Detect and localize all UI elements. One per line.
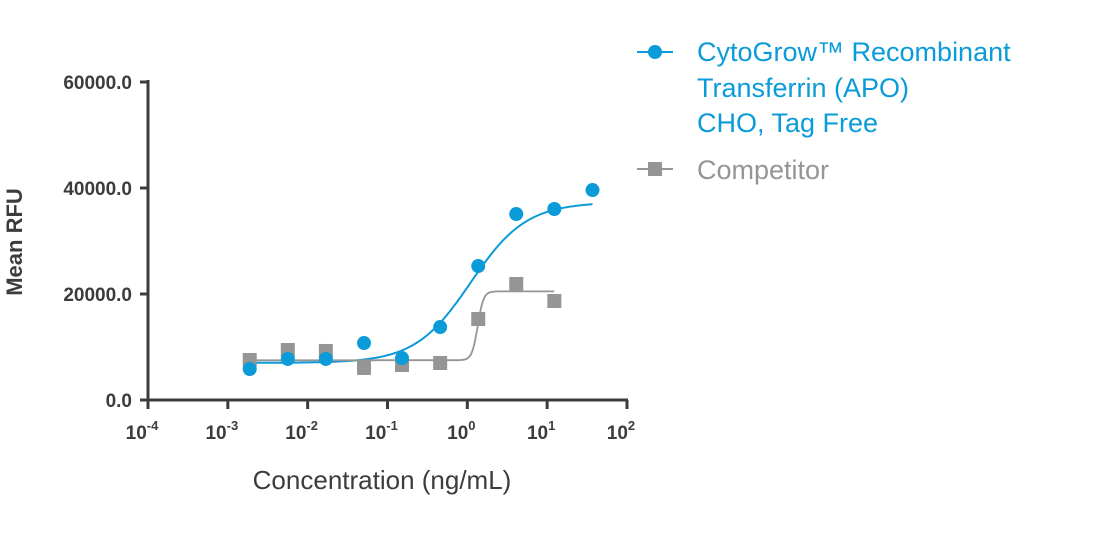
- cytogrow-data-point: [318, 351, 333, 366]
- x-tick-base: 10: [607, 423, 628, 444]
- y-axis-label: Mean RFU: [2, 188, 27, 296]
- cytogrow-data-point: [357, 336, 372, 351]
- y-tick-label: 60000.0: [63, 73, 132, 94]
- cytogrow-fit-curve: [249, 203, 593, 364]
- x-tick-label: 100: [447, 418, 475, 444]
- competitor-data-point: [433, 356, 448, 371]
- y-tick-label: 20000.0: [63, 285, 132, 306]
- x-tick-label: 10-2: [285, 418, 318, 444]
- x-tick-label: 10-1: [365, 418, 398, 444]
- legend-label-competitor: Competitor: [697, 155, 829, 185]
- cytogrow-data-point: [242, 361, 257, 376]
- axes: [146, 80, 628, 402]
- cytogrow-data-point: [585, 183, 600, 198]
- competitor-data-point: [509, 276, 524, 291]
- legend-marker-square: [648, 162, 662, 176]
- x-tick-exponent: 0: [468, 418, 475, 433]
- x-tick-label: 10-3: [205, 418, 238, 444]
- y-tick-label: 40000.0: [63, 179, 132, 200]
- x-tick-exponent: -4: [147, 418, 159, 433]
- cytogrow-data-point: [395, 351, 410, 366]
- x-tick-label: 10-4: [126, 418, 159, 444]
- x-tick-base: 10: [285, 423, 306, 444]
- legend-label-cytogrow-line2: Transferrin (APO): [697, 73, 909, 103]
- x-tick-label: 102: [607, 418, 635, 444]
- x-tick-exponent: -3: [227, 418, 239, 433]
- x-axis-label: Concentration (ng/mL): [253, 465, 512, 495]
- cytogrow-data-point: [471, 259, 486, 274]
- x-tick-base: 10: [205, 423, 226, 444]
- cytogrow-data-point: [280, 351, 295, 366]
- x-tick-exponent: -1: [386, 418, 398, 433]
- x-tick-base: 10: [126, 423, 147, 444]
- competitor-data-point: [357, 360, 372, 375]
- cytogrow-data-point: [547, 201, 562, 216]
- x-tick-exponent: -2: [306, 418, 318, 433]
- x-tick-base: 10: [365, 423, 386, 444]
- x-tick-base: 10: [527, 423, 548, 444]
- y-tick-label: 0.0: [106, 391, 132, 412]
- x-tick-base: 10: [447, 423, 468, 444]
- legend-label-cytogrow-line1: CytoGrow™ Recombinant: [697, 37, 1011, 67]
- x-tick-label: 101: [527, 418, 555, 444]
- legend: CytoGrow™ Recombinant Transferrin (APO) …: [637, 37, 1011, 185]
- x-tick-exponent: 2: [628, 418, 635, 433]
- legend-label-cytogrow-line3: CHO, Tag Free: [697, 108, 878, 138]
- cytogrow-data-point: [509, 207, 524, 222]
- competitor-data-point: [547, 293, 562, 308]
- cytogrow-data-point: [433, 320, 448, 335]
- competitor-data-point: [471, 312, 486, 327]
- x-tick-exponent: 1: [548, 418, 555, 433]
- legend-marker-circle: [648, 45, 662, 59]
